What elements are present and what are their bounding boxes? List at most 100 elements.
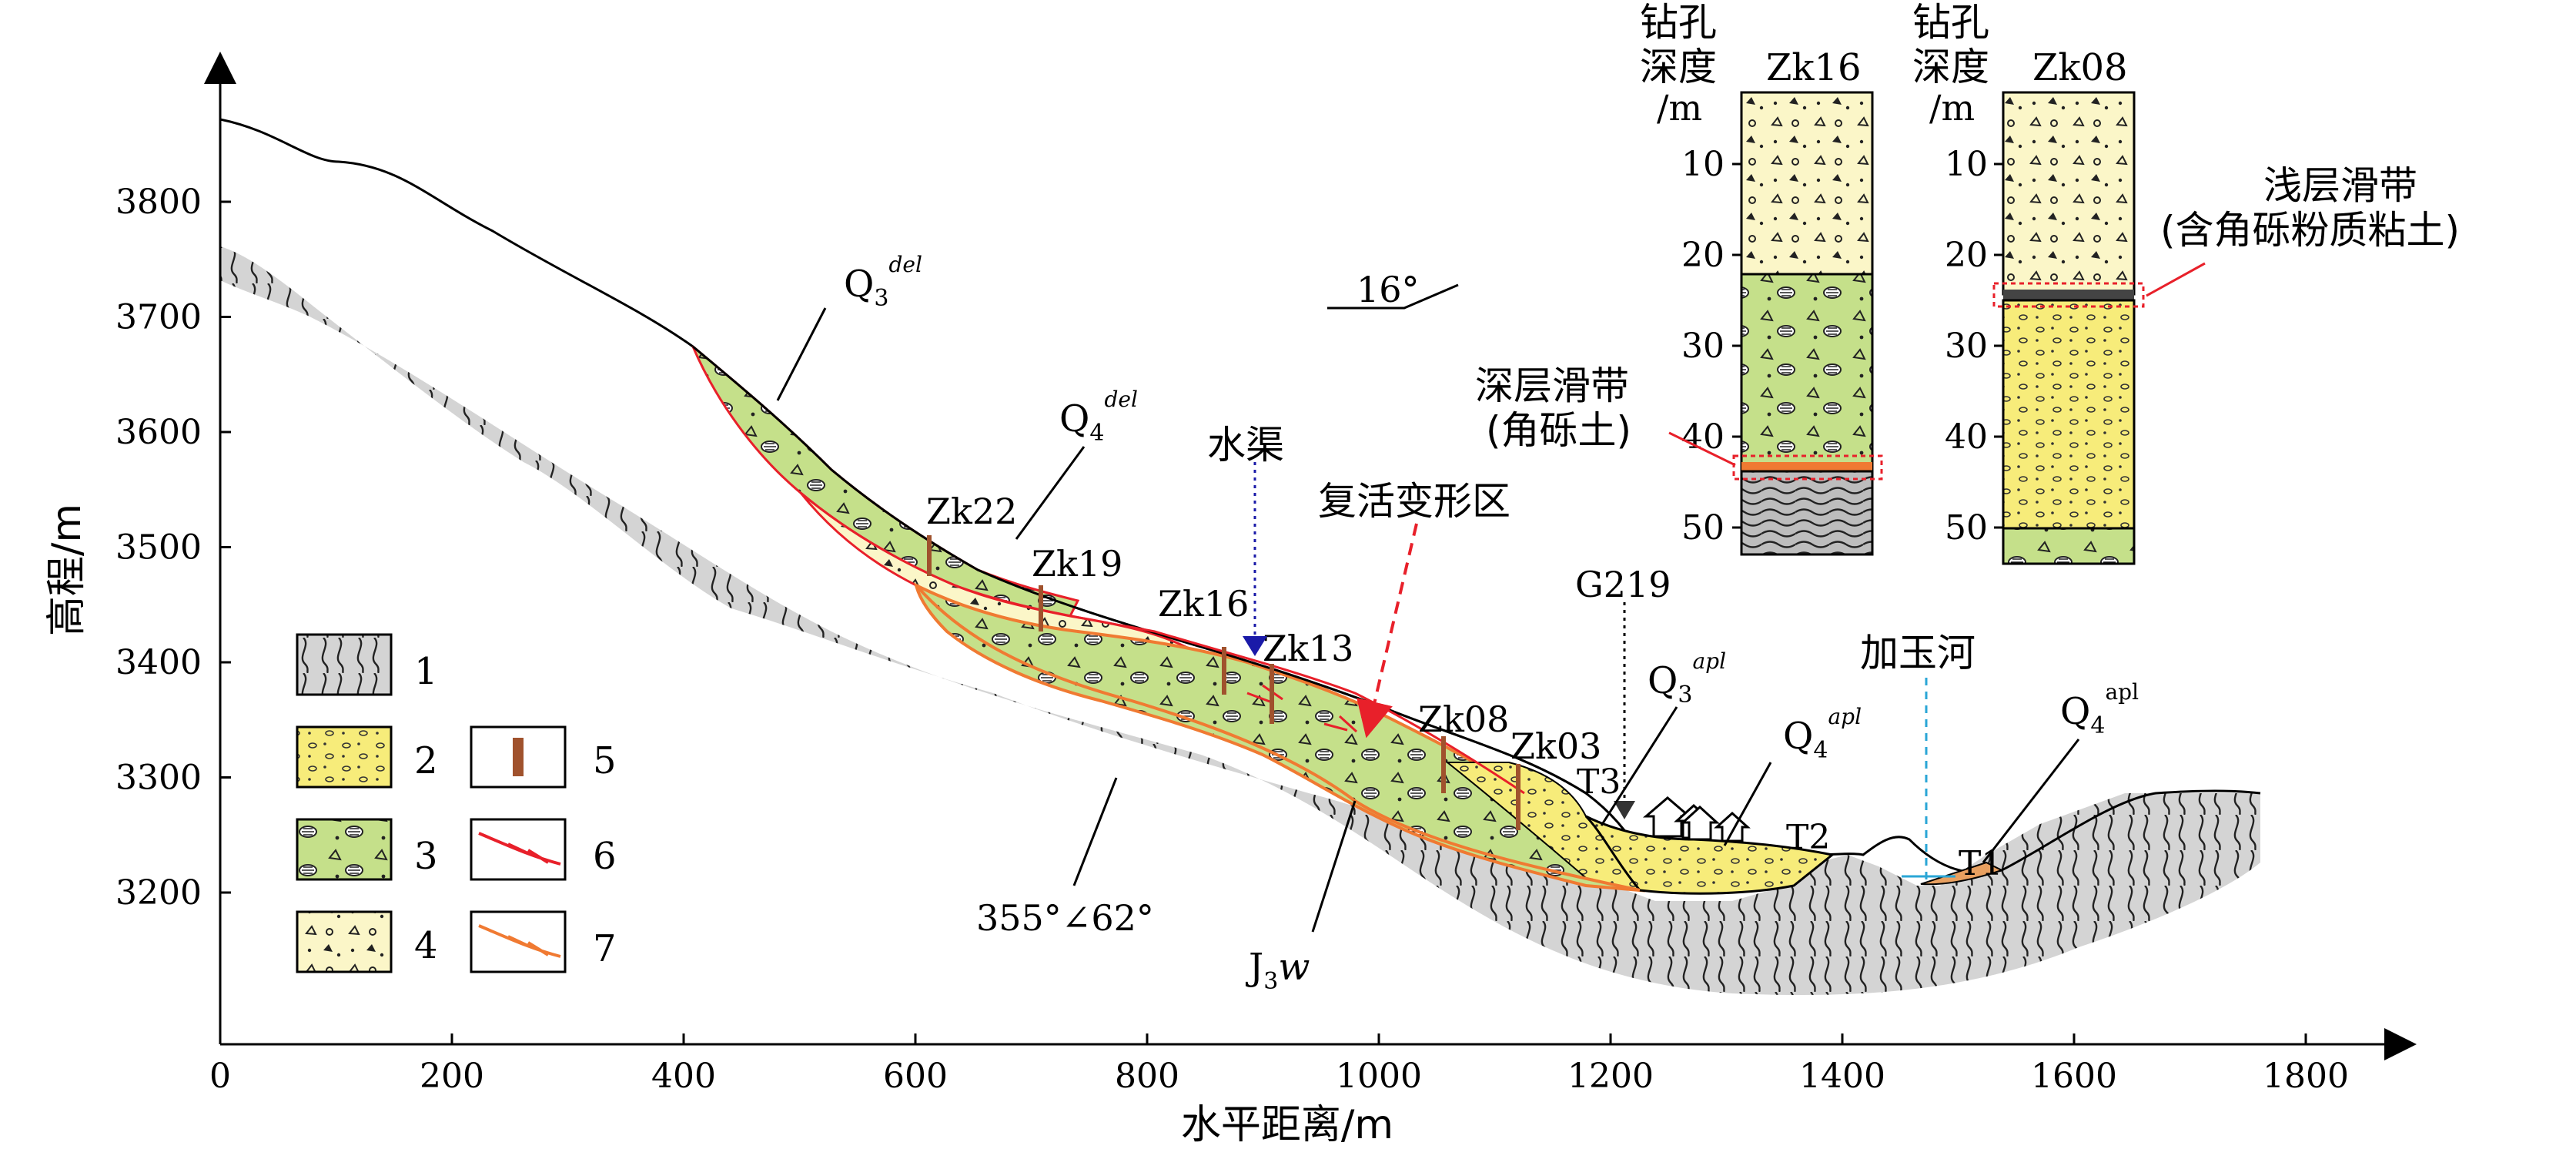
unit-j3w-base: J <box>1245 946 1263 989</box>
unit-q4del-sup: del <box>1104 387 1137 412</box>
legend-label-3: 3 <box>414 835 438 878</box>
shallow-slip-surface <box>800 491 1525 795</box>
y-tick-label: 3400 <box>115 643 202 682</box>
borehole-label-zk22: Zk22 <box>926 491 1017 532</box>
column-zk08-ticks: 10 20 30 40 50 <box>1945 145 2003 548</box>
canal-label: 水渠 <box>1207 423 1284 467</box>
column-zk16-slip-highlight <box>1732 454 1883 481</box>
column-zk16-tick-40: 40 <box>1681 417 1725 457</box>
unit-q3del: Q3del <box>776 252 922 401</box>
legend-swatch-alluvium <box>296 725 393 789</box>
unit-q4apl-t2-sub: 4 <box>1813 737 1828 764</box>
bedrock-body <box>220 119 2260 996</box>
y-tick-label: 3500 <box>115 528 202 568</box>
x-tick-label: 1400 <box>1799 1057 1885 1096</box>
column-zk16-breccia-layer <box>1740 273 1874 471</box>
y-tick-label: 3600 <box>115 413 202 452</box>
svg-text:Q3apl: Q3apl <box>1648 648 1726 708</box>
x-tick-label: 0 <box>209 1057 231 1096</box>
column-zk16-slip-band <box>1741 462 1872 471</box>
unit-q4apl-t2-sup: apl <box>1828 704 1862 729</box>
column-zk08-header-3: /m <box>1929 87 1975 129</box>
column-zk16-header-1: 钻孔 <box>1640 0 1717 45</box>
unit-j3w-leader <box>1311 800 1357 933</box>
terrace-t3-label: T3 <box>1577 762 1621 802</box>
legend-label-6: 6 <box>593 835 617 878</box>
y-tick-label: 3800 <box>115 183 202 222</box>
column-zk08-id: Zk08 <box>2032 46 2128 89</box>
unit-q4del-leader <box>1015 446 1086 540</box>
x-axis-label: 水平距离/m <box>1181 1102 1393 1148</box>
borehole-label-zk03: Zk03 <box>1510 725 1601 767</box>
column-zk08-alluvium-layer <box>2002 299 2136 530</box>
unit-q4apl-t2-leader <box>1723 762 1772 846</box>
shallow-slip-zone-label: 浅层滑带 <box>2263 163 2417 208</box>
unit-q3del-sub: 3 <box>874 285 888 312</box>
x-tick-label: 1600 <box>2031 1057 2117 1096</box>
borehole-label-zk13: Zk13 <box>1263 628 1353 669</box>
legend-label-4: 4 <box>414 924 438 967</box>
slope-surface <box>692 345 1587 795</box>
column-zk16-header-2: 深度 <box>1640 45 1717 89</box>
column-zk16-header-3: /m <box>1657 87 1702 129</box>
legend: 1 2 3 4 5 6 7 <box>296 633 617 973</box>
unit-q4del-base: Q <box>1059 397 1089 441</box>
profile-boreholes: Zk22 Zk19 Zk16 Zk13 Zk08 Zk03 <box>926 491 1601 830</box>
legend-label-7: 7 <box>593 927 617 970</box>
x-tick-label: 1000 <box>1336 1057 1422 1096</box>
shallow-slip-zone-sublabel: (含角砾粉质粘土) <box>2160 208 2460 253</box>
x-ticks: 0 200 400 600 800 1000 1200 1400 1600 1800 <box>209 1033 2349 1096</box>
unit-q3del-base: Q <box>844 263 874 306</box>
unit-q3apl-leader <box>1600 706 1678 826</box>
shallow-slip-zone-leader <box>2146 262 2206 297</box>
x-tick-label: 1800 <box>2263 1057 2349 1096</box>
borehole-label-zk19: Zk19 <box>1032 543 1122 585</box>
legend-label-1: 1 <box>414 650 438 693</box>
house-icon <box>1714 811 1751 842</box>
legend-deep-slip-icon <box>478 924 561 958</box>
column-zk16: 钻孔 深度 /m Zk16 10 20 30 40 50 深层滑带 (角砾土) <box>1475 0 1883 556</box>
deep-slip-zone-leader <box>1668 431 1736 467</box>
x-tick-label: 200 <box>420 1057 484 1096</box>
unit-q3apl-sup: apl <box>1692 648 1726 674</box>
unit-q4del-sub: 4 <box>1089 420 1104 447</box>
unit-q4del: Q4del <box>1015 387 1138 540</box>
unit-q4apl-t2-base: Q <box>1783 715 1813 758</box>
column-zk08-tick-20: 20 <box>1945 236 1988 275</box>
svg-text:Q4del: Q4del <box>1059 387 1138 447</box>
unit-j3w: J3w <box>1245 800 1357 995</box>
svg-text:Q4apl: Q4apl <box>2060 679 2139 739</box>
column-zk16-tick-50: 50 <box>1681 508 1725 548</box>
q4apl-terrace-t2 <box>1584 815 1835 895</box>
unit-q4apl-t1-sup: apl <box>2105 679 2139 705</box>
column-zk08-upper-layer <box>2002 91 2136 296</box>
column-zk08-slip-highlight <box>1992 282 2145 308</box>
unit-q3apl-sub: 3 <box>1678 682 1692 708</box>
unit-q3del-sup: del <box>888 252 922 277</box>
deep-slip-zone-label: 深层滑带 <box>1475 363 1629 408</box>
annotations: 水渠 复活变形区 G219 加玉河 T3 T2 T1 355°∠62° 16° <box>776 252 2139 995</box>
terrace-t2-label: T2 <box>1786 818 1830 857</box>
unit-q4apl-t1: Q4apl <box>1982 679 2139 863</box>
x-tick-label: 400 <box>651 1057 716 1096</box>
column-zk08-breccia-layer <box>2002 527 2136 565</box>
bedding-label: 355°∠62° <box>976 897 1154 939</box>
unit-q3apl: Q3apl <box>1600 648 1726 826</box>
y-tick-label: 3300 <box>115 759 202 798</box>
axes: 0 200 400 600 800 1000 1200 1400 1600 1800 380037… <box>44 52 2417 1148</box>
column-zk08: 钻孔 深度 /m Zk08 10 20 30 40 50 浅层滑带 (含角砾粉质… <box>1912 0 2460 565</box>
svg-text:Q3del: Q3del <box>844 252 922 312</box>
landslide-deposits <box>691 345 2004 895</box>
column-zk08-header-1: 钻孔 <box>1912 0 1989 45</box>
unit-q3del-leader <box>776 307 827 401</box>
y-axis-label: 高程/m <box>44 504 90 636</box>
column-zk16-ticks: 10 20 30 40 50 <box>1681 145 1741 548</box>
reactivation-crack <box>1323 715 1358 733</box>
column-zk16-tick-10: 10 <box>1681 145 1725 184</box>
legend-label-5: 5 <box>593 739 617 782</box>
slope-angle-label: 16° <box>1357 269 1420 310</box>
column-zk08-tick-30: 30 <box>1945 327 1988 366</box>
canal-marker-icon <box>1243 636 1267 656</box>
borehole-label-zk16: Zk16 <box>1158 583 1249 625</box>
